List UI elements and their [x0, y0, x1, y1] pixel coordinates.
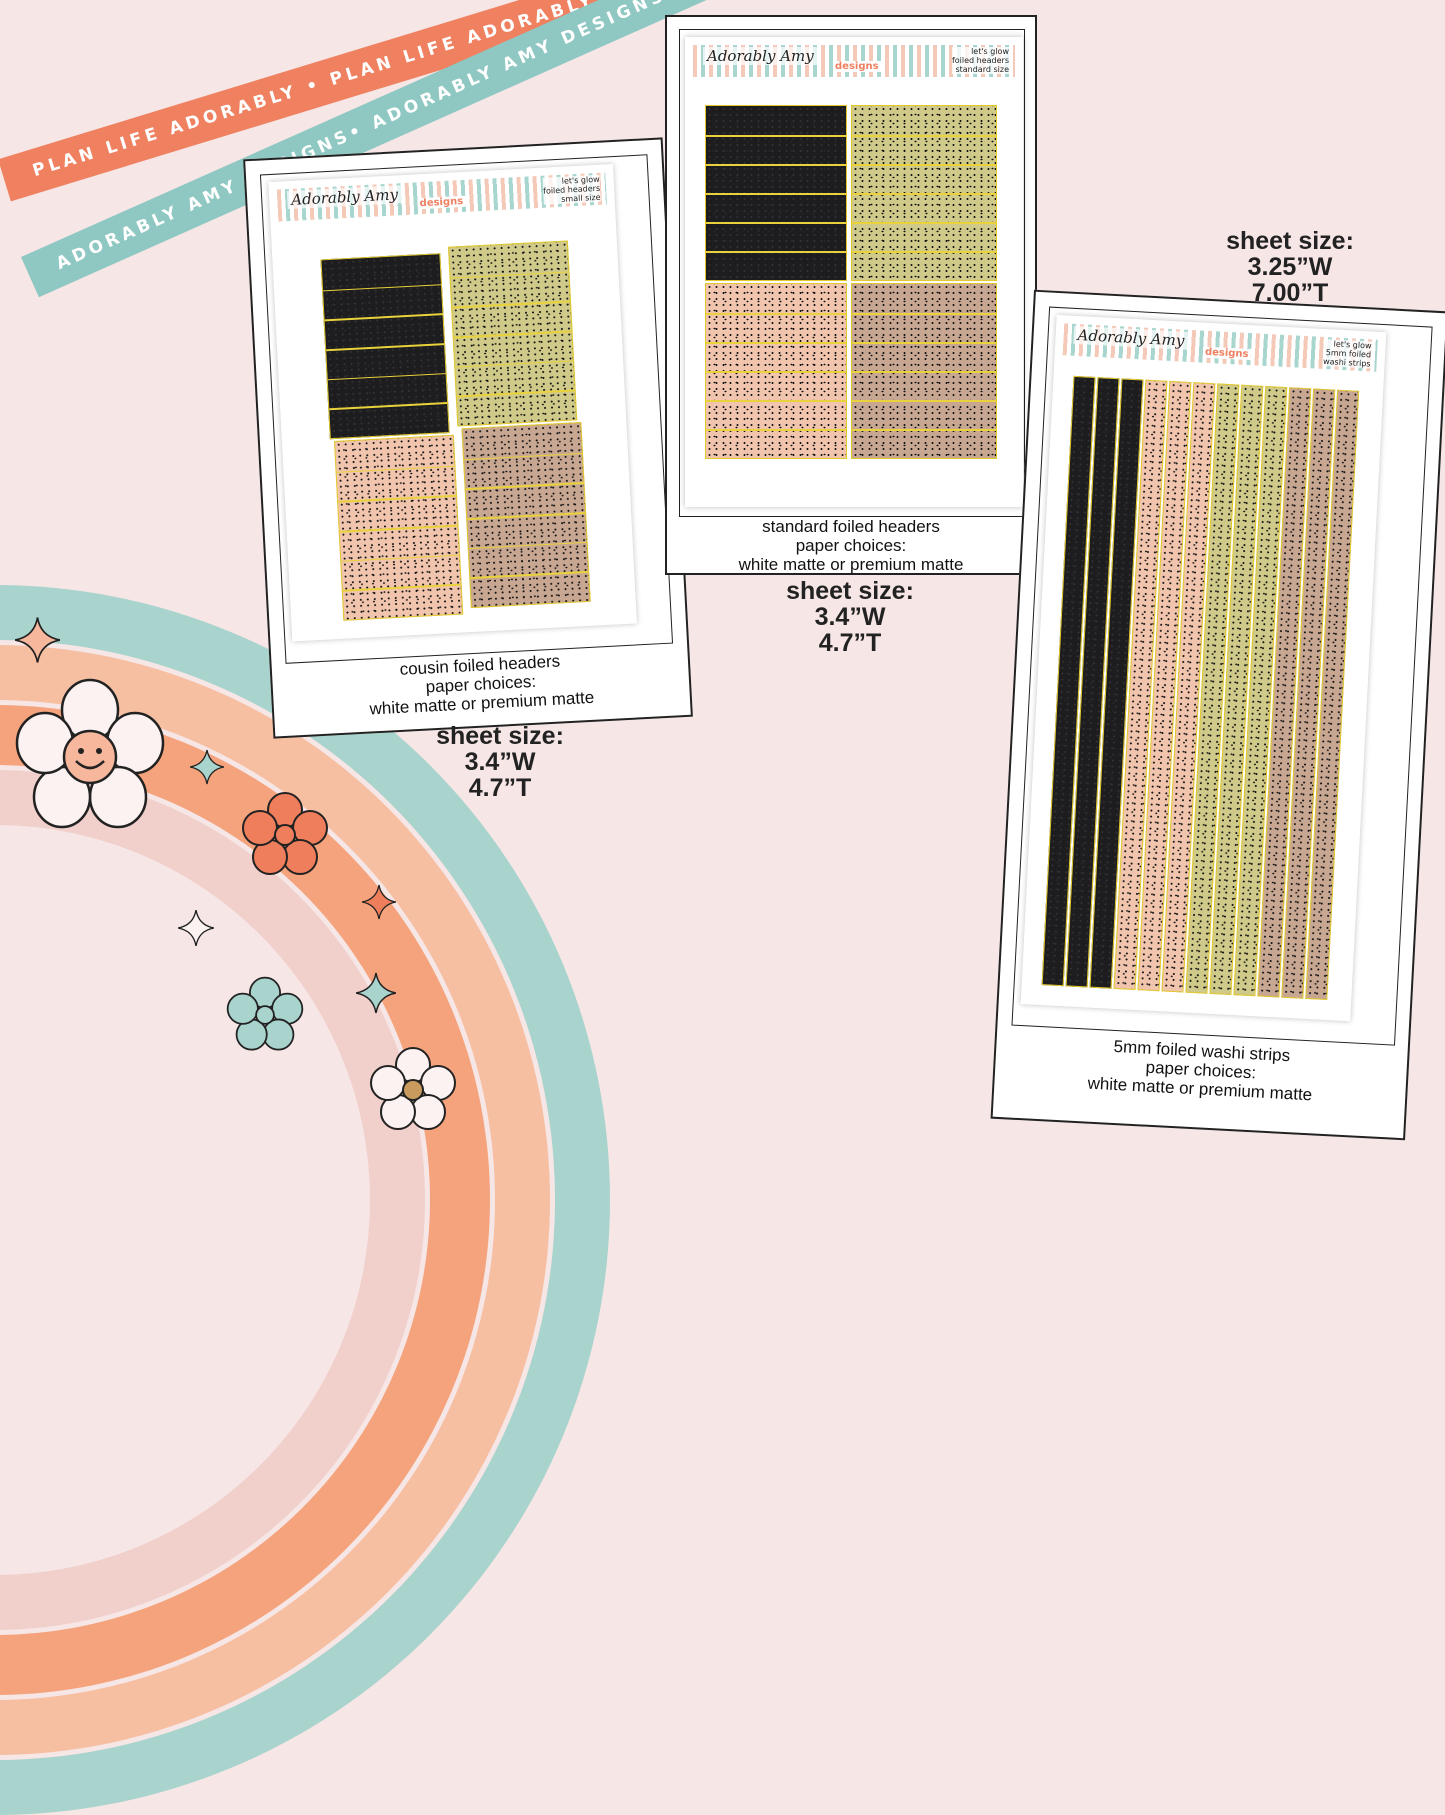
sheet-size-label: sheet size: 3.4”W 4.7”T [786, 577, 914, 657]
header-block-peach [333, 434, 464, 621]
brand-sub: designs [833, 61, 881, 72]
foil-line [329, 402, 448, 411]
foil-line [706, 400, 846, 402]
header-block-taupe [461, 422, 591, 609]
foil-line [342, 583, 461, 592]
header-block-olive [851, 105, 997, 281]
product-card-cousin: Adorably Amy designs let's glow foiled he… [243, 137, 693, 739]
sparkle-icon [15, 617, 60, 663]
foil-line [450, 271, 569, 279]
foil-line [465, 482, 584, 491]
foil-line [467, 511, 586, 520]
flower-icon [370, 1047, 456, 1130]
foil-line [468, 541, 587, 550]
foil-line [852, 135, 996, 137]
sheet-description: let's glow foiled headers small size [542, 174, 601, 205]
foil-line [852, 342, 996, 344]
smiley-flower-icon [15, 678, 165, 829]
foil-line [336, 465, 455, 474]
sheet-header: Adorably Amy designs let's glow 5mm foile… [1062, 323, 1378, 372]
header-block-peach [705, 283, 847, 459]
sparkle-icon [178, 910, 214, 946]
foil-line [852, 371, 996, 373]
foil-line [706, 251, 846, 253]
foil-line [852, 222, 996, 224]
foil-line [852, 400, 996, 402]
card-caption: standard foiled headers paper choices: w… [738, 517, 964, 574]
sheet-description: let's glow foiled headers standard size [951, 47, 1009, 74]
foil-line [706, 371, 846, 373]
foil-line [706, 313, 846, 315]
foil-line [706, 164, 846, 166]
foil-line [455, 360, 574, 368]
foil-line [326, 343, 445, 351]
brand-logo: Adorably Amy [1073, 325, 1189, 350]
product-card-standard: Adorably Amy designs let's glow foiled he… [665, 15, 1037, 575]
flower-icon [226, 976, 304, 1051]
foil-line [338, 495, 457, 503]
sheet-size-label: sheet size: 3.25”W 7.00”T [1226, 227, 1354, 307]
foil-line [327, 372, 446, 381]
header-block-black [320, 253, 450, 440]
sheet-header: Adorably Amy designs let's glow foiled he… [693, 45, 1015, 77]
foil-line [706, 342, 846, 344]
sheet-description: let's glow 5mm foiled washi strips [1322, 338, 1372, 369]
brand-sub: designs [417, 195, 466, 210]
sticker-sheet: Adorably Amy designs let's glow foiled he… [268, 164, 637, 642]
foil-line [706, 135, 846, 137]
foil-line [470, 571, 589, 579]
foil-line [852, 164, 996, 166]
foil-line [852, 429, 996, 431]
foil-line [852, 193, 996, 195]
foil-line [852, 251, 996, 253]
foil-line [323, 283, 441, 292]
header-block-black [705, 105, 847, 281]
sheet-size-label: sheet size: 3.4”W 4.7”T [436, 722, 564, 802]
sparkle-icon [362, 884, 396, 920]
header-block-olive [447, 240, 578, 427]
foil-line [452, 300, 571, 309]
brand-logo: Adorably Amy [703, 47, 818, 65]
sparkle-icon [190, 749, 224, 785]
sparkle-icon [356, 972, 396, 1014]
brand-sub: designs [1202, 346, 1251, 361]
foil-line [456, 389, 575, 398]
foil-line [464, 452, 583, 461]
brand-logo: Adorably Amy [286, 185, 403, 210]
foil-line [324, 313, 443, 322]
foil-line [453, 330, 572, 339]
foil-line [706, 193, 846, 195]
foil-line [852, 313, 996, 315]
flower-icon [242, 792, 328, 875]
sticker-sheet: Adorably Amy designs let's glow foiled he… [685, 37, 1023, 507]
product-card-washi: Adorably Amy designs let's glow 5mm foile… [990, 289, 1445, 1141]
header-block-taupe [851, 283, 997, 459]
foil-line [706, 429, 846, 431]
sheet-header: Adorably Amy designs let's glow foiled he… [276, 172, 607, 222]
foil-line [706, 222, 846, 224]
sticker-sheet: Adorably Amy designs let's glow 5mm foile… [1020, 314, 1387, 1022]
foil-line [339, 524, 458, 533]
foil-line [341, 554, 460, 562]
